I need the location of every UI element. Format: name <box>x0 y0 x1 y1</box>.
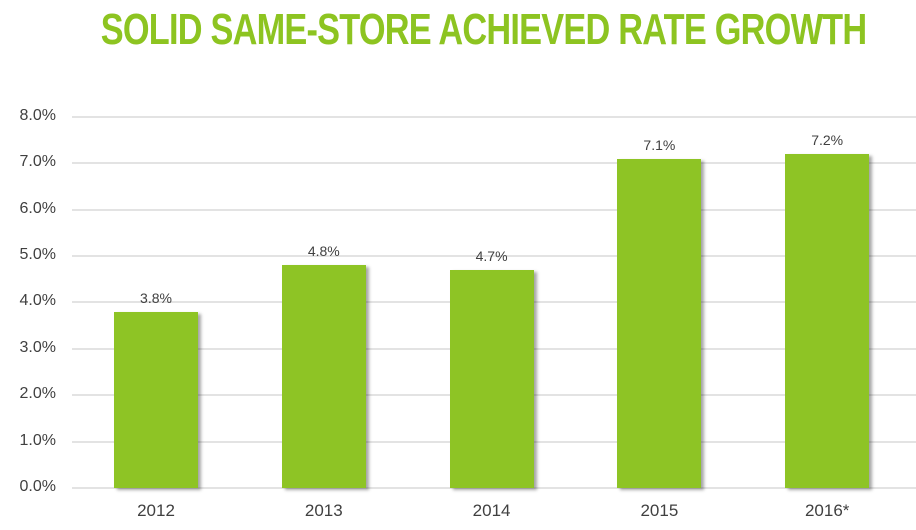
bar-2013 <box>281 265 366 488</box>
gridline <box>72 255 916 257</box>
bar-2016 <box>785 153 870 488</box>
bar-2014 <box>449 269 534 488</box>
y-tick-label: 4.0% <box>19 292 56 310</box>
x-tick-label: 2014 <box>472 501 511 520</box>
data-label: 4.7% <box>475 247 508 264</box>
y-tick-label: 1.0% <box>19 431 56 449</box>
y-tick-label: 8.0% <box>19 106 56 124</box>
x-tick-label: 2012 <box>137 501 175 520</box>
data-label: 3.8% <box>140 289 172 306</box>
x-tick-label: 2015 <box>640 501 679 520</box>
y-tick-label: 7.0% <box>19 153 56 171</box>
gridline <box>72 162 916 165</box>
x-axis-line <box>72 487 916 489</box>
gridline <box>72 208 916 211</box>
data-label: 7.2% <box>811 131 844 148</box>
bar-2012 <box>114 311 198 488</box>
x-tick-label: 2016* <box>804 501 850 520</box>
y-tick-label: 6.0% <box>19 199 56 217</box>
data-label: 4.8% <box>307 243 340 260</box>
gridline <box>72 115 916 118</box>
data-label: 7.1% <box>643 136 676 153</box>
y-tick-label: 3.0% <box>19 338 56 356</box>
x-tick-label: 2013 <box>304 501 343 520</box>
bar-2015 <box>617 158 702 488</box>
y-tick-label: 5.0% <box>19 246 56 263</box>
y-tick-label: 2.0% <box>19 385 56 403</box>
y-tick-label: 0.0% <box>19 478 56 495</box>
chart-title: SOLID SAME-STORE ACHIEVED RATE GROWTH <box>100 5 867 54</box>
